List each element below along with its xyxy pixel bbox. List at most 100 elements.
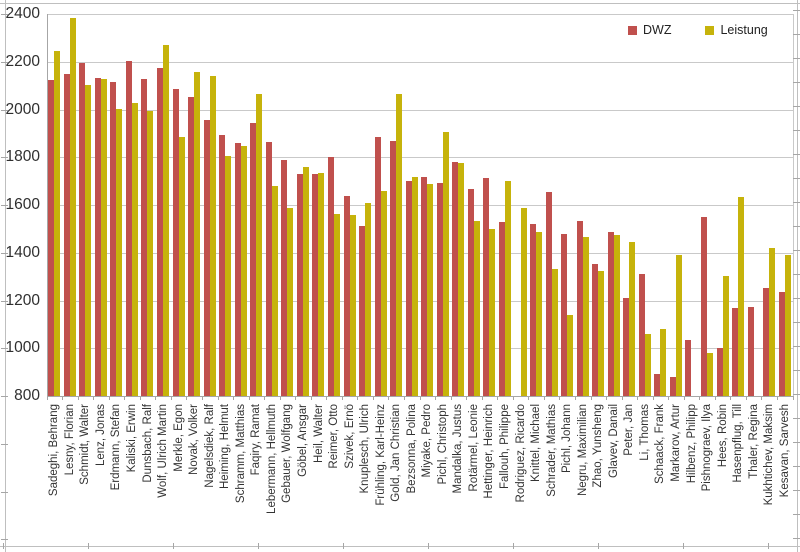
leistung-bar-schramm[interactable]: [240, 145, 247, 397]
x-axis-label: Heil, Walter: [312, 404, 325, 463]
leistung-bar-kesavan[interactable]: [784, 255, 791, 397]
leistung-bar-miyake[interactable]: [427, 183, 434, 397]
leistung-bar-hettinger[interactable]: [489, 229, 496, 397]
leistung-bar-göbel[interactable]: [302, 167, 309, 397]
legend-item-leistung[interactable]: Leistung: [705, 23, 768, 37]
leistung-bar-lenz[interactable]: [100, 78, 107, 397]
dwz-bar-li[interactable]: [638, 274, 645, 397]
dwz-bar-novak[interactable]: [188, 96, 195, 397]
dwz-bar-kukhtichev[interactable]: [763, 287, 770, 397]
leistung-bar-reimer[interactable]: [333, 213, 340, 397]
leistung-bar-sadeghi[interactable]: [54, 51, 61, 397]
leistung-bar-gebauer[interactable]: [287, 207, 294, 397]
leistung-bar-wolf[interactable]: [163, 45, 169, 397]
dwz-bar-hasenpflug[interactable]: [732, 307, 738, 397]
leistung-bar-mandalka[interactable]: [458, 163, 465, 397]
dwz-bar-hees[interactable]: [716, 348, 723, 397]
dwz-bar-heil[interactable]: [312, 174, 319, 397]
leistung-bar-pichl[interactable]: [567, 315, 574, 397]
leistung-bar-pishnograev[interactable]: [707, 353, 713, 397]
leistung-bar-rotärmel[interactable]: [473, 220, 480, 397]
dwz-bar-heiming[interactable]: [219, 134, 226, 397]
legend-item-dwz[interactable]: DWZ: [628, 23, 671, 37]
dwz-bar-miyake[interactable]: [421, 176, 428, 397]
leistung-bar-faqiry[interactable]: [256, 94, 263, 397]
dwz-bar-knuplesch[interactable]: [359, 225, 365, 397]
dwz-bar-bezsonna[interactable]: [405, 181, 412, 397]
dwz-bar-zhao[interactable]: [592, 263, 599, 397]
leistung-bar-peter[interactable]: [629, 242, 636, 397]
dwz-bar-gold[interactable]: [390, 140, 397, 397]
dwz-bar-glavev[interactable]: [607, 231, 614, 397]
leistung-bar-schaack[interactable]: [660, 329, 667, 397]
dwz-bar-schramm[interactable]: [234, 143, 241, 397]
leistung-bar-pichl[interactable]: [442, 132, 449, 397]
leistung-bar-hees[interactable]: [722, 275, 729, 397]
leistung-bar-knittel[interactable]: [536, 231, 542, 397]
dwz-bar-schrader[interactable]: [545, 192, 552, 397]
x-axis-label: Zhao, Yunsheng: [592, 404, 605, 488]
dwz-bar-thaler[interactable]: [747, 306, 754, 397]
leistung-bar-bezsonna[interactable]: [411, 176, 418, 397]
dwz-bar-reimer[interactable]: [327, 157, 334, 397]
leistung-bar-erdmann[interactable]: [116, 108, 123, 397]
dwz-bar-lebermann[interactable]: [265, 141, 272, 397]
dwz-bar-negru[interactable]: [576, 220, 583, 397]
dwz-bar-lenz[interactable]: [94, 77, 101, 397]
dwz-bar-lesny[interactable]: [63, 73, 70, 397]
leistung-bar-novak[interactable]: [194, 71, 201, 397]
dwz-bar-pishnograev[interactable]: [701, 217, 707, 397]
leistung-bar-heiming[interactable]: [225, 156, 232, 397]
leistung-bar-dunsbach[interactable]: [147, 110, 154, 397]
dwz-bar-dunsbach[interactable]: [141, 78, 148, 397]
leistung-bar-merkle[interactable]: [178, 137, 185, 397]
dwz-bar-markarov[interactable]: [669, 377, 676, 397]
dwz-bar-nagelsdiek[interactable]: [203, 120, 210, 397]
dwz-bar-göbel[interactable]: [296, 174, 303, 397]
leistung-bar-fallouh[interactable]: [504, 181, 511, 397]
leistung-bar-rodriguez[interactable]: [520, 207, 527, 397]
dwz-bar-gebauer[interactable]: [281, 159, 288, 397]
chart-legend[interactable]: DWZ Leistung: [628, 23, 768, 37]
leistung-bar-kukhtichev[interactable]: [769, 248, 776, 397]
dwz-bar-wolf[interactable]: [157, 67, 163, 397]
leistung-bar-zhao[interactable]: [598, 270, 605, 397]
dwz-bar-knittel[interactable]: [530, 224, 536, 397]
leistung-bar-frühling[interactable]: [380, 190, 387, 397]
leistung-bar-markarov[interactable]: [675, 255, 682, 397]
leistung-bar-lebermann[interactable]: [271, 186, 278, 397]
dwz-bar-mandalka[interactable]: [452, 162, 459, 397]
leistung-bar-gold[interactable]: [396, 94, 403, 397]
dwz-bar-kaliski[interactable]: [125, 60, 132, 397]
leistung-bar-kaliski[interactable]: [131, 102, 138, 397]
dwz-bar-faqiry[interactable]: [250, 122, 257, 397]
leistung-bar-li[interactable]: [644, 334, 651, 397]
dwz-bar-kesavan[interactable]: [778, 292, 785, 397]
dwz-bar-frühling[interactable]: [374, 137, 381, 397]
leistung-bar-hasenpflug[interactable]: [738, 196, 744, 397]
dwz-bar-merkle[interactable]: [172, 89, 179, 397]
leistung-bar-schrader[interactable]: [551, 268, 558, 397]
dwz-bar-pichl[interactable]: [436, 182, 443, 397]
dwz-bar-schmidt[interactable]: [79, 63, 86, 397]
dwz-bar-hilbenz[interactable]: [685, 340, 692, 397]
leistung-bar-schmidt[interactable]: [85, 84, 92, 397]
dwz-bar-fallouh[interactable]: [498, 221, 505, 397]
dwz-bar-hettinger[interactable]: [483, 177, 490, 397]
category-tick: [372, 396, 374, 401]
dwz-bar-pichl[interactable]: [561, 233, 568, 397]
leistung-bar-szivek[interactable]: [349, 214, 356, 397]
dwz-bar-erdmann[interactable]: [110, 82, 117, 397]
dwz-bar-rotärmel[interactable]: [467, 188, 474, 397]
leistung-bar-glavev[interactable]: [613, 235, 620, 397]
leistung-bar-heil[interactable]: [318, 173, 325, 397]
dwz-bar-sadeghi[interactable]: [48, 79, 55, 397]
dwz-bar-peter[interactable]: [623, 298, 630, 397]
leistung-bar-knuplesch[interactable]: [365, 202, 371, 397]
x-axis-label: Knuplesch, Ulrich: [359, 404, 372, 494]
leistung-bar-negru[interactable]: [582, 237, 589, 397]
leistung-bar-nagelsdiek[interactable]: [209, 76, 216, 397]
leistung-bar-lesny[interactable]: [69, 17, 76, 397]
dwz-bar-szivek[interactable]: [343, 195, 350, 397]
dwz-bar-schaack[interactable]: [654, 373, 661, 397]
